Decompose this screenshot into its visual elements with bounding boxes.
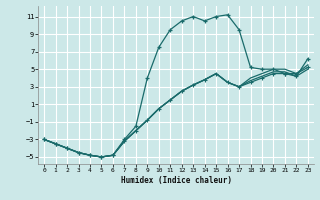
X-axis label: Humidex (Indice chaleur): Humidex (Indice chaleur) bbox=[121, 176, 231, 185]
